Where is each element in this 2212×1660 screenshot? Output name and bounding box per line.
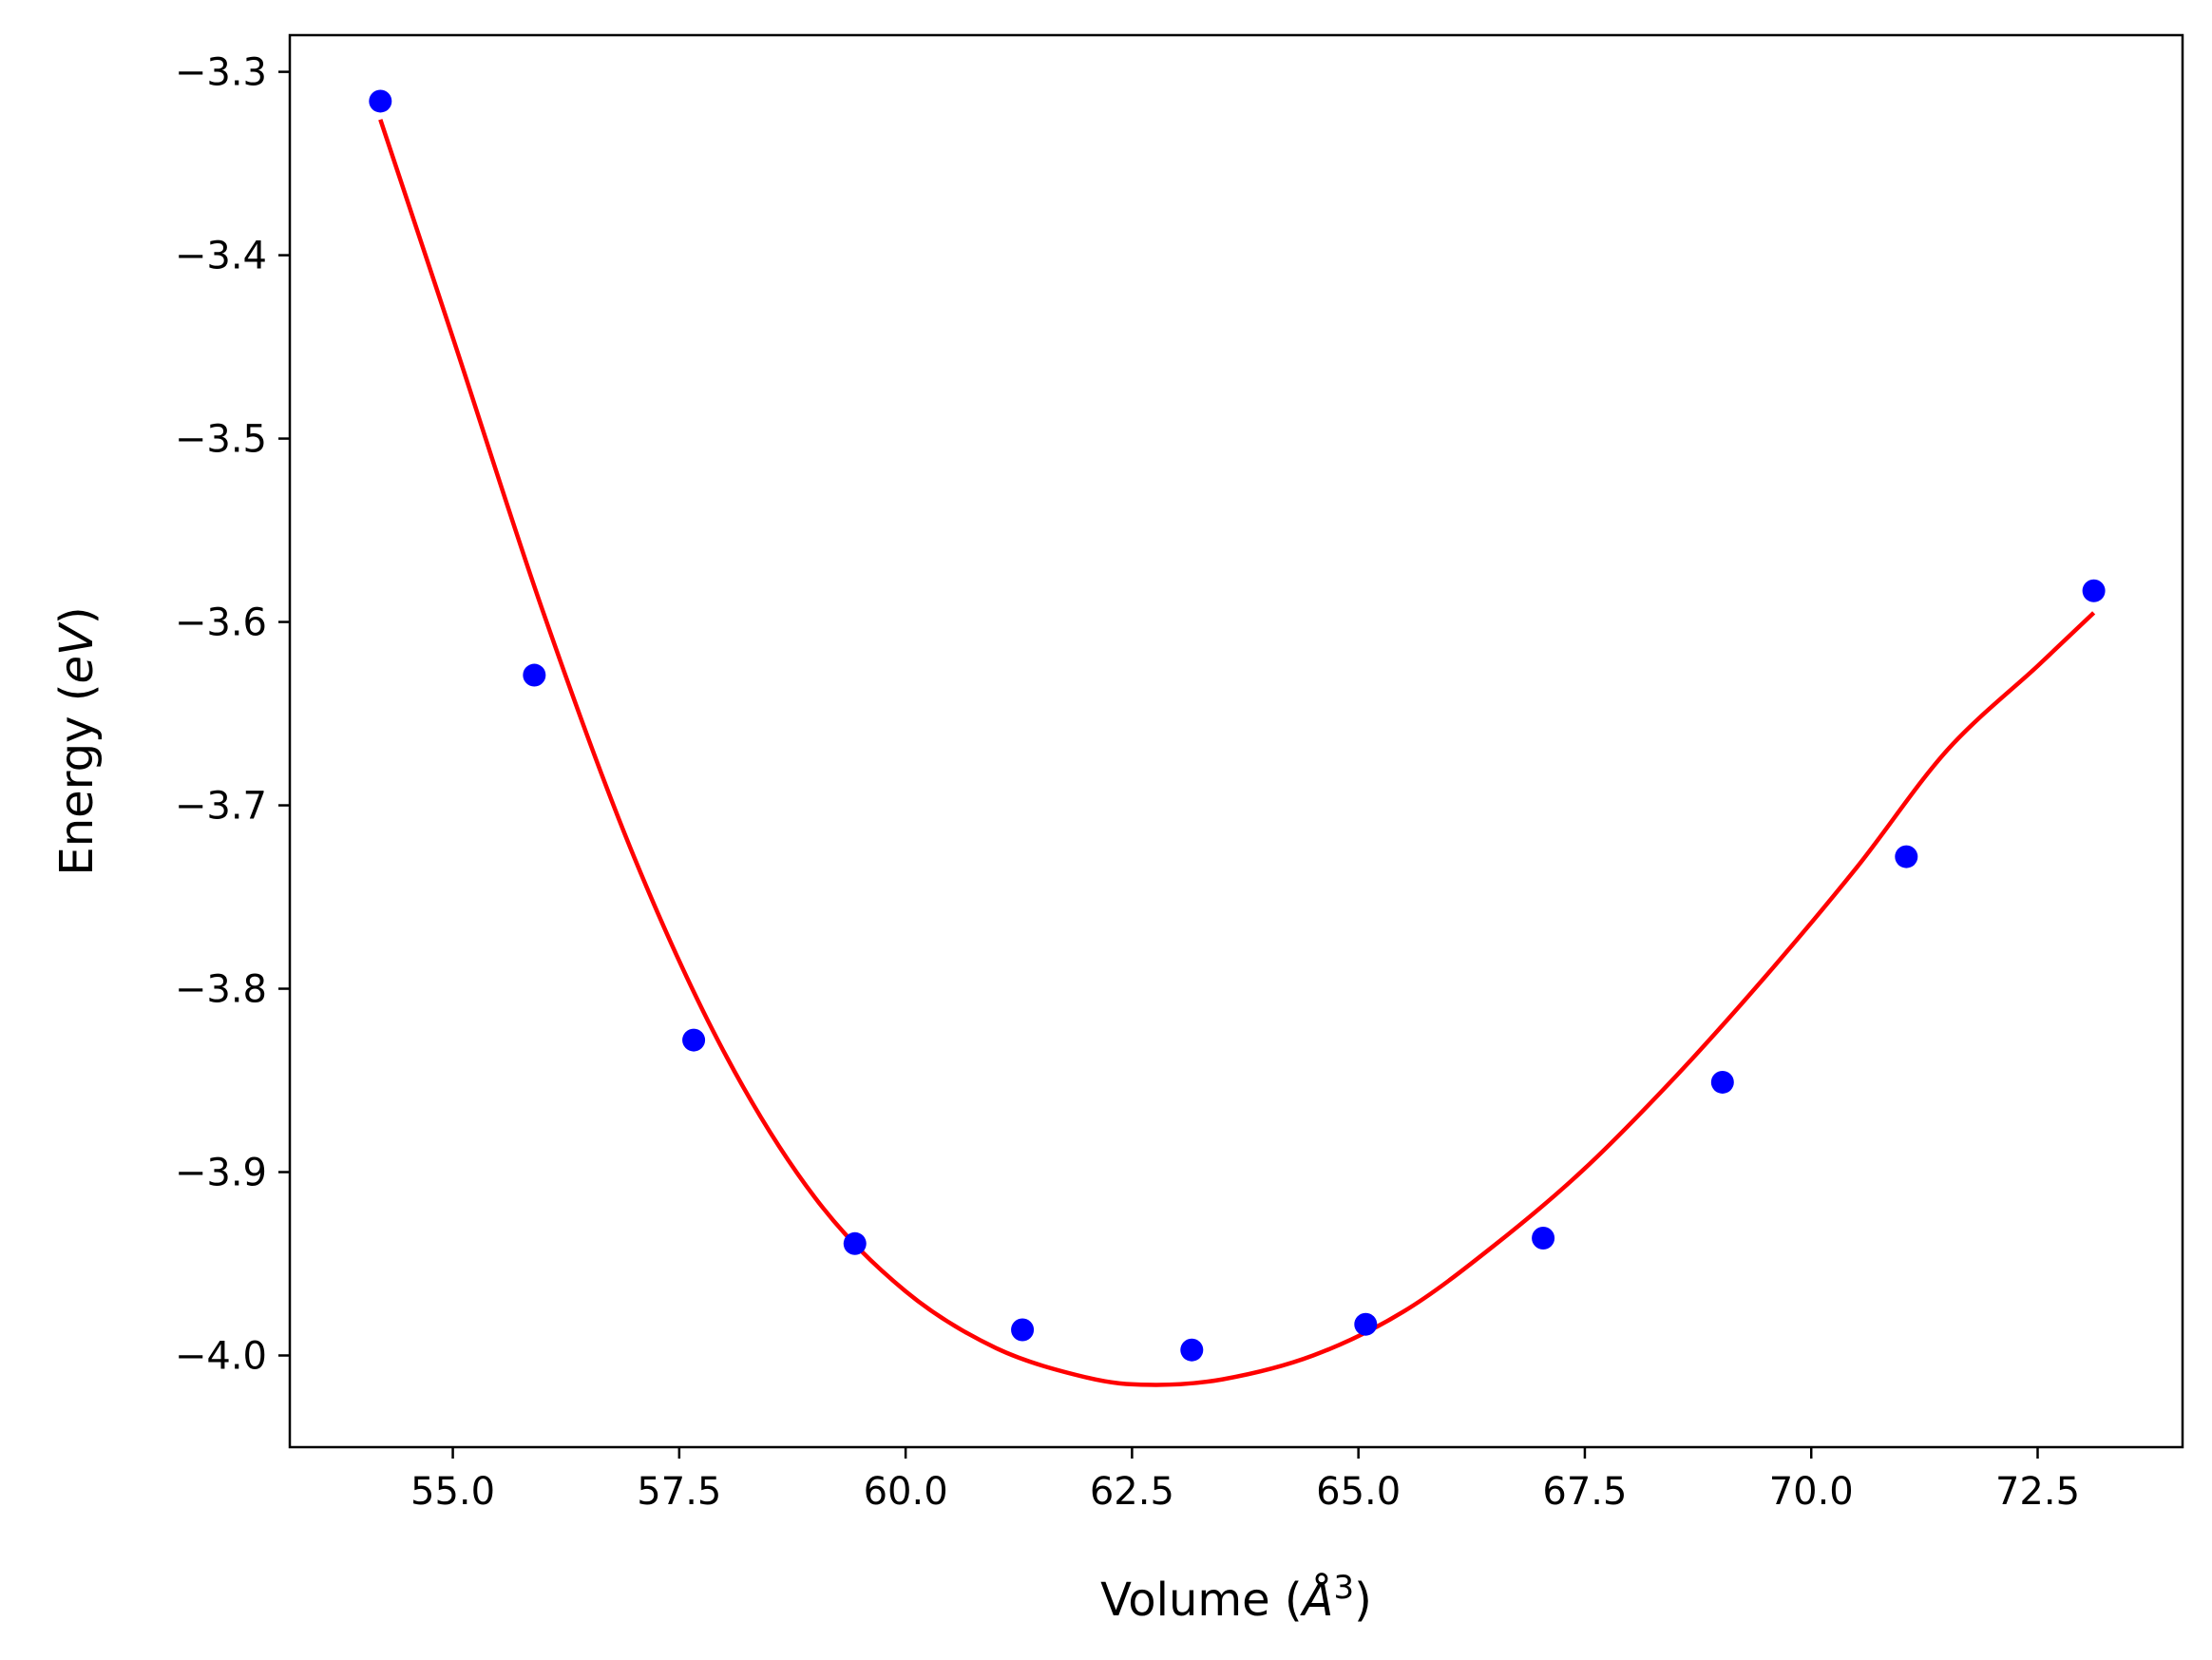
y-tick-label: −4.0 [175,1335,267,1379]
y-axis-label: Energy (eV) [50,606,104,875]
x-axis-ticks: 55.0 57.5 60.0 62.5 65.0 67.5 70.0 72.5 [410,1447,2080,1514]
data-point [1011,1318,1035,1342]
y-tick-label: −3.8 [175,968,267,1012]
x-tick-label: 67.5 [1542,1470,1627,1514]
x-axis-label-superscript: 3 [1333,1569,1354,1607]
x-axis-label-suffix: ) [1354,1574,1372,1627]
x-tick-label: 62.5 [1090,1470,1174,1514]
data-point [1895,845,1918,868]
x-axis-label: Volume (Å3) [1100,1569,1372,1627]
x-axis-label-prefix: Volume ( [1100,1574,1303,1627]
y-axis-label-prefix: Energy ( [50,684,104,876]
y-tick-label: −3.4 [175,235,267,278]
data-point [523,663,546,687]
x-tick-label: 55.0 [410,1470,495,1514]
data-point [1354,1312,1378,1336]
data-point [1532,1226,1555,1250]
y-tick-label: −3.6 [175,601,267,645]
x-tick-label: 60.0 [864,1470,948,1514]
y-axis-label-suffix: ) [50,606,104,624]
x-tick-label: 72.5 [1995,1470,2080,1514]
y-axis-label-unit: eV [50,621,104,684]
data-point [2082,579,2106,602]
x-tick-label: 70.0 [1769,1470,1854,1514]
data-point [1180,1338,1204,1362]
data-point [1710,1070,1734,1094]
y-tick-label: −3.3 [175,51,267,95]
y-axis-ticks: −3.3 −3.4 −3.5 −3.6 −3.7 −3.8 −3.9 −4.0 [175,51,290,1379]
data-point [843,1231,867,1255]
x-tick-label: 57.5 [637,1470,721,1514]
y-tick-label: −3.9 [175,1152,267,1195]
fit-curve-line [378,119,2096,1387]
x-axis-label-symbol: Å [1300,1573,1334,1627]
y-tick-label: −3.7 [175,785,267,829]
y-tick-label: −3.5 [175,418,267,462]
series-layer [369,89,2106,1387]
x-tick-label: 65.0 [1316,1470,1401,1514]
data-point [369,89,392,113]
data-point [682,1028,706,1052]
plot-frame [288,33,2184,1449]
